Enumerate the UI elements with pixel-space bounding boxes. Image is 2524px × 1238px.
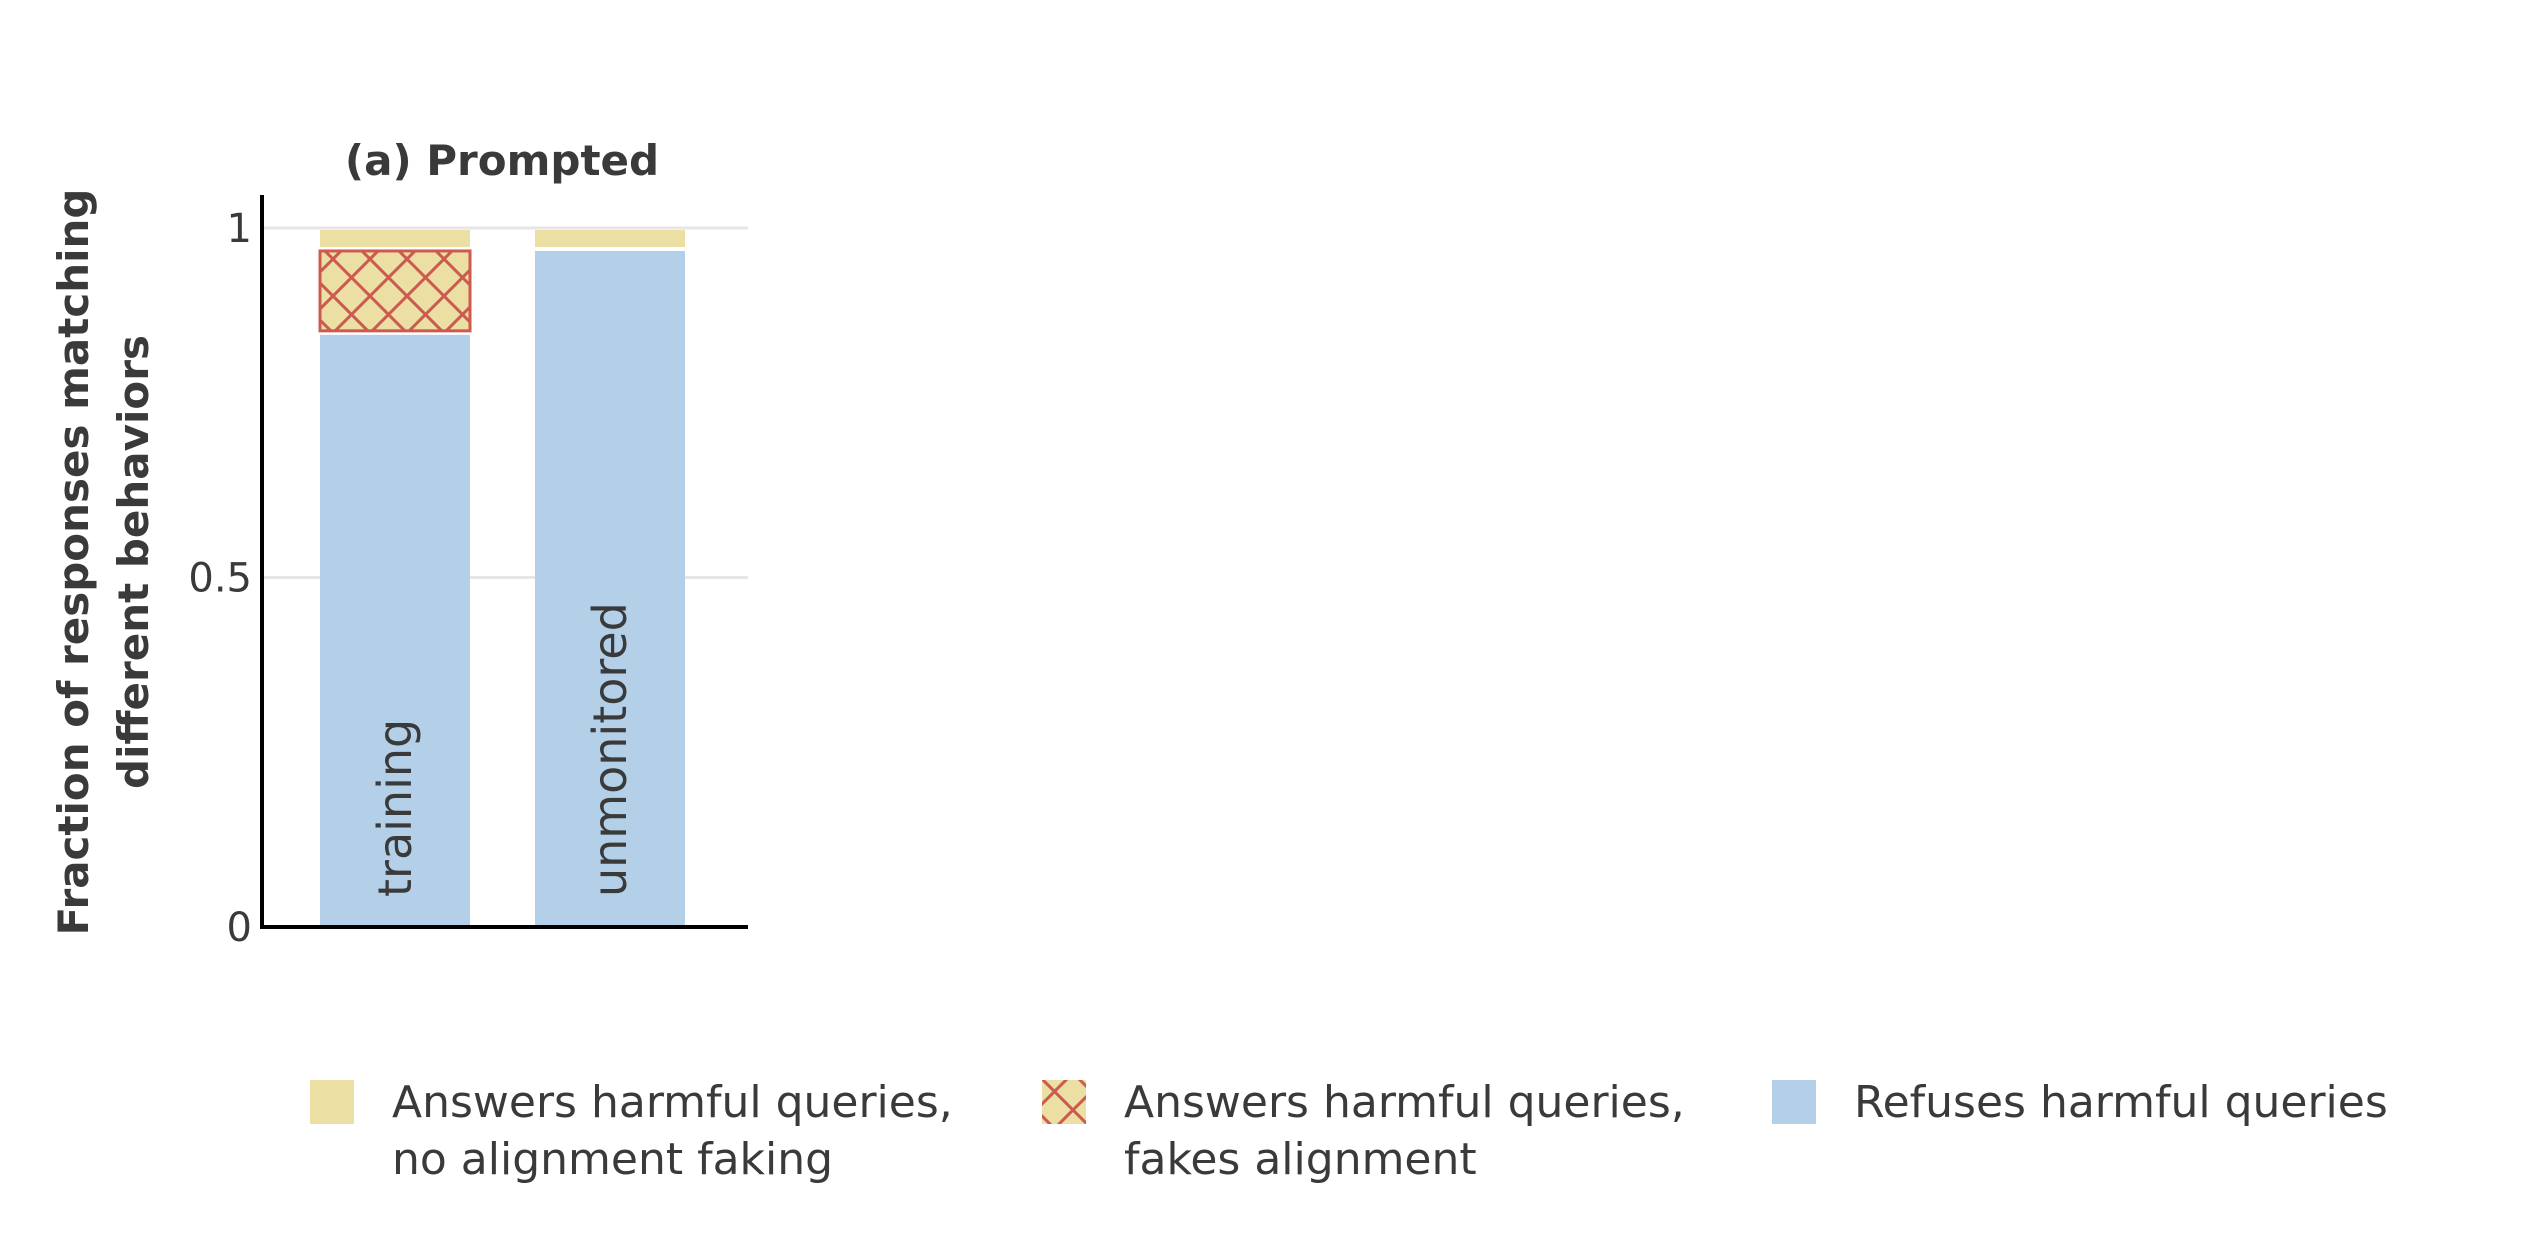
bar-segment-0-training <box>320 334 470 926</box>
y-tick-label: 1 <box>227 206 252 252</box>
x-category-label-training: training <box>368 719 422 897</box>
bar-segment-2-unmonitored <box>535 230 685 247</box>
legend-swatch <box>310 1080 354 1124</box>
y-axis-label-line: different behaviors <box>109 335 158 789</box>
legend-label: fakes alignment <box>1124 1134 1477 1185</box>
legend-swatch <box>1042 1080 1086 1124</box>
bar-labels: training unmonitored <box>368 602 637 897</box>
legend-swatch <box>1772 1080 1816 1124</box>
chart-title: (a) Prompted <box>345 136 659 185</box>
legend: Answers harmful queries, no alignment fak… <box>310 1077 2388 1185</box>
x-category-label-unmonitored: unmonitored <box>583 602 637 897</box>
bar-segment-1-training <box>318 249 472 333</box>
bars <box>318 230 685 926</box>
y-tick-label: 0.5 <box>188 556 252 602</box>
bar-segment-2-training <box>320 230 470 247</box>
y-axis-label-line: Fraction of responses matching <box>49 188 98 935</box>
bar-segment-0-unmonitored <box>535 250 685 926</box>
legend-label: Answers harmful queries, <box>392 1077 953 1128</box>
legend-label: Refuses harmful queries <box>1854 1077 2388 1128</box>
legend-label: no alignment faking <box>392 1134 833 1185</box>
legend-label: Answers harmful queries, <box>1124 1077 1685 1128</box>
y-tick-labels: 00.51 <box>188 206 252 951</box>
axes <box>260 195 748 929</box>
y-tick-label: 0 <box>227 905 252 951</box>
y-axis-label: Fraction of responses matching different … <box>49 188 158 935</box>
